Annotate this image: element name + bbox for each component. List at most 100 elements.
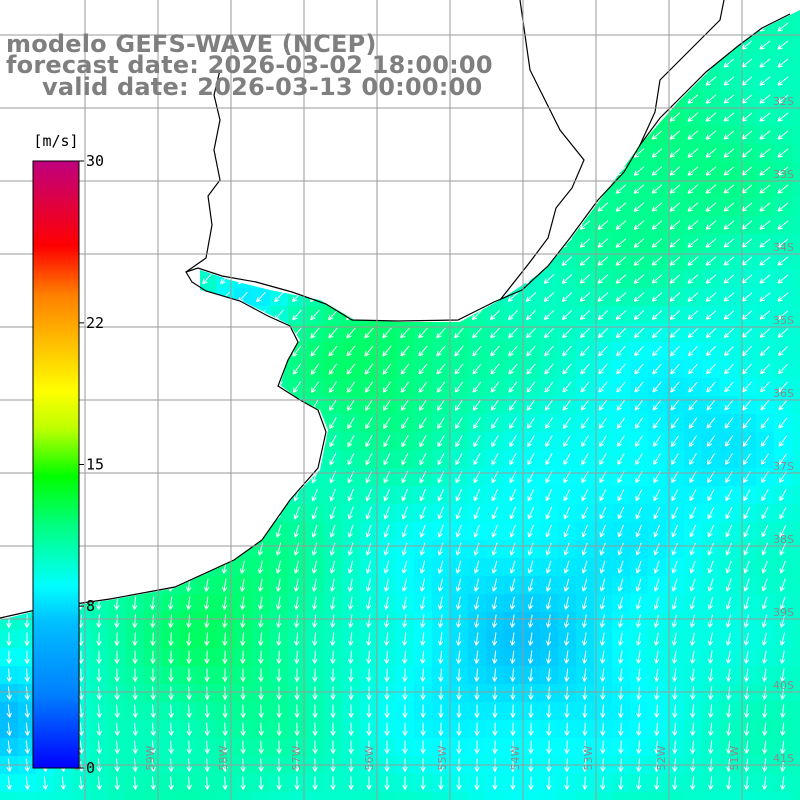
wind-arrow: [525, 166, 537, 176]
field-cell: [792, 594, 800, 613]
field-cell: [414, 216, 433, 235]
wind-arrow: [543, 166, 555, 176]
wind-arrow: [400, 327, 410, 339]
wind-arrow: [543, 130, 555, 140]
wind-arrow: [113, 506, 120, 520]
wind-arrow: [669, 112, 681, 122]
wind-arrow: [149, 506, 156, 520]
wind-arrow: [600, 668, 606, 682]
field-cell: [504, 234, 523, 253]
wind-arrow: [257, 381, 265, 393]
wind-arrow: [149, 452, 156, 466]
wind-arrow: [651, 292, 663, 302]
wind-arrow: [94, 201, 104, 213]
field-cell: [126, 432, 145, 451]
field-cell: [612, 10, 631, 19]
wind-arrow: [509, 578, 516, 592]
wind-arrow: [294, 668, 300, 682]
field-cell: [468, 252, 487, 271]
wind-arrow: [453, 22, 465, 32]
field-cell: [522, 72, 541, 91]
field-cell: [270, 144, 289, 163]
wind-arrow: [561, 22, 573, 32]
wind-arrow: [670, 435, 680, 447]
wind-arrow: [293, 434, 301, 448]
wind-arrow: [256, 327, 266, 339]
field-cell: [378, 216, 397, 235]
field-cell: [108, 342, 127, 361]
wind-arrow: [381, 274, 392, 285]
field-cell: [90, 180, 109, 199]
field-cell: [774, 792, 793, 800]
field-cell: [198, 162, 217, 181]
wind-arrow: [329, 452, 337, 466]
field-cell: [432, 162, 451, 181]
wind-arrow: [546, 668, 552, 682]
field-cell: [360, 216, 379, 235]
field-cell: [216, 342, 235, 361]
wind-arrow: [166, 237, 176, 249]
wind-arrow: [579, 76, 591, 86]
wind-arrow: [562, 363, 572, 375]
wind-arrow: [96, 668, 102, 682]
wind-arrow: [617, 650, 624, 664]
wind-arrow: [220, 147, 230, 159]
wind-arrow: [383, 560, 390, 574]
wind-arrow: [346, 147, 356, 159]
wind-arrow: [113, 452, 120, 466]
wind-arrow: [708, 686, 714, 700]
wind-arrow: [743, 578, 750, 592]
wind-arrow: [780, 668, 786, 682]
wind-arrow: [762, 704, 768, 718]
wind-arrow: [328, 255, 338, 267]
wind-arrow: [706, 417, 716, 429]
wind-arrow: [130, 10, 140, 15]
wind-arrow: [599, 506, 607, 520]
wind-arrow: [777, 166, 789, 176]
field-cell: [144, 432, 163, 451]
wind-arrow: [435, 184, 447, 194]
wind-arrow: [742, 363, 752, 375]
wind-arrow: [471, 256, 483, 266]
wind-arrow: [256, 183, 266, 195]
field-cell: [792, 144, 800, 163]
wind-arrow: [759, 148, 771, 158]
wind-arrow: [509, 542, 516, 556]
wind-arrow: [579, 238, 591, 248]
wind-arrow: [525, 22, 537, 32]
wind-arrow: [167, 542, 174, 556]
field-cell: [414, 180, 433, 199]
field-cell: [792, 306, 800, 325]
field-cell: [540, 54, 559, 73]
wind-arrow: [633, 94, 645, 104]
wind-arrow: [347, 399, 355, 411]
field-cell: [180, 468, 199, 487]
wind-arrow: [708, 722, 714, 736]
wind-arrow: [95, 363, 103, 375]
field-cell: [126, 162, 145, 181]
wind-arrow: [743, 560, 750, 574]
field-cell: [234, 198, 253, 217]
field-cell: [486, 792, 505, 800]
wind-arrow: [185, 542, 192, 556]
wind-arrow: [113, 434, 121, 448]
field-cell: [108, 378, 127, 397]
field-cell: [144, 126, 163, 145]
field-cell: [378, 162, 397, 181]
field-cell: [540, 252, 559, 271]
field-cell: [504, 54, 523, 73]
wind-arrow: [256, 237, 266, 249]
field-cell: [414, 10, 433, 19]
field-cell: [306, 198, 325, 217]
wind-arrow: [525, 292, 537, 302]
wind-arrow: [671, 578, 678, 592]
field-cell: [306, 216, 325, 235]
wind-arrow: [564, 722, 570, 736]
wind-arrow: [706, 399, 716, 411]
wind-arrow: [346, 327, 356, 339]
wind-arrow: [220, 363, 230, 375]
field-cell: [0, 792, 19, 800]
field-cell: [270, 180, 289, 199]
wind-arrow: [238, 111, 248, 123]
wind-arrow: [402, 614, 408, 628]
